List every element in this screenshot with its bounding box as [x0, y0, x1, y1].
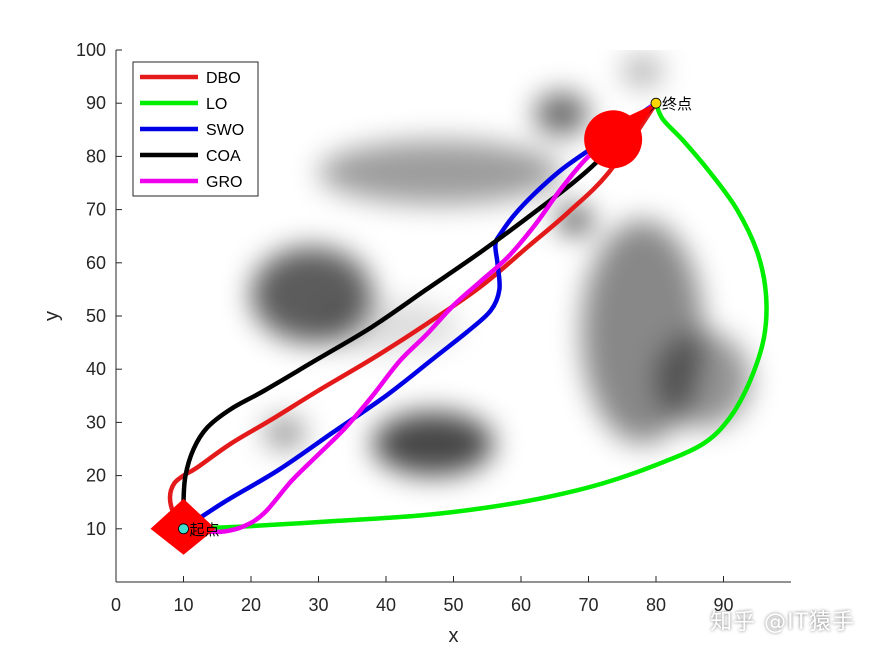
x-tick-label: 60: [511, 595, 531, 615]
goal-marker: [584, 103, 656, 169]
series-line-dbo: [167, 100, 659, 532]
x-tick-label: 50: [443, 595, 463, 615]
obstacle-blob: [534, 92, 589, 136]
y-tick-label: 90: [86, 93, 106, 113]
y-tick-label: 40: [86, 359, 106, 379]
obstacle-blobs: [251, 55, 751, 476]
obstacle-blob: [264, 417, 305, 450]
y-tick-label: 80: [86, 146, 106, 166]
y-tick-label: 10: [86, 519, 106, 539]
obstacle-blob: [622, 55, 663, 88]
start-point: [178, 523, 189, 535]
y-tick-label: 100: [76, 40, 106, 60]
watermark: 知乎 @IT猿手: [710, 610, 855, 635]
series-line-lo: [181, 100, 769, 532]
x-tick-label: 40: [376, 595, 396, 615]
x-axis-label: x: [449, 625, 459, 647]
x-tick-label: 10: [173, 595, 193, 615]
start-label: 起点: [190, 521, 220, 539]
y-tick-label: 20: [86, 466, 106, 486]
x-tick-label: 70: [578, 595, 598, 615]
y-tick-label: 50: [86, 306, 106, 326]
goal-point: [650, 97, 662, 109]
series-line-coa: [181, 100, 659, 532]
obstacle-blob: [311, 300, 461, 354]
terrain-obstacles: [251, 55, 751, 476]
legend-label: SWO: [206, 122, 244, 139]
x-tick-label: 30: [308, 595, 328, 615]
legend-label: GRO: [206, 174, 242, 191]
obstacle-blob: [558, 206, 592, 234]
series-line-gro: [181, 100, 659, 535]
legend-label: DBO: [206, 70, 241, 87]
obstacle-blob: [318, 140, 562, 205]
obstacle-blob: [656, 331, 751, 428]
legend-label: COA: [206, 148, 241, 165]
series-line-swo: [181, 100, 659, 532]
goal-label: 终点: [662, 95, 692, 113]
x-tick-label: 80: [646, 595, 666, 615]
x-tick-label: 20: [241, 595, 261, 615]
x-tick-label: 0: [111, 595, 121, 615]
start-goal-markers: 起点 终点: [150, 95, 692, 555]
y-tick-label: 60: [86, 253, 106, 273]
x-tick-label: 90: [713, 595, 733, 615]
series-lines: [167, 100, 769, 535]
y-tick-label: 70: [86, 200, 106, 220]
y-axis-label: y: [41, 311, 63, 321]
obstacle-blob: [372, 411, 494, 476]
legend: DBO LO SWO COA GRO: [132, 61, 259, 197]
legend-label: LO: [206, 96, 227, 113]
y-tick-label: 30: [86, 412, 106, 432]
axes: 0 10 20 30 40 50 60 70 80 90 10 20 30 40 50 60 70 80 90 100: [76, 40, 791, 615]
